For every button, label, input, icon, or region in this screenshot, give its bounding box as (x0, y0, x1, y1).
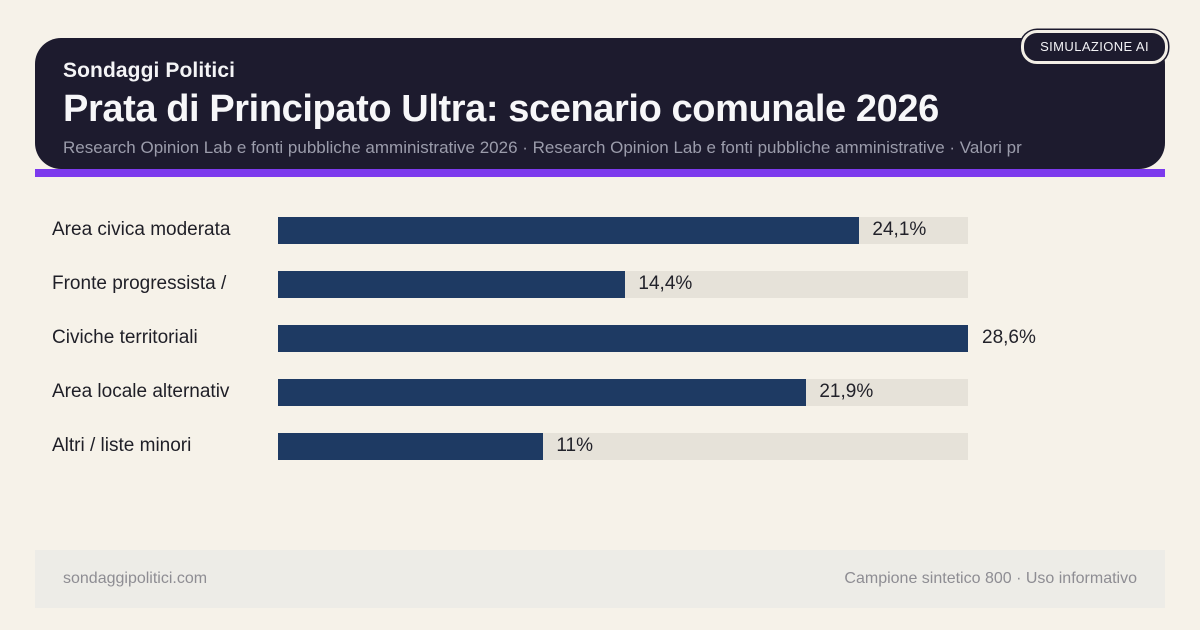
bar-track: 14,4% (278, 270, 968, 298)
bar-chart: Area civica moderata 24,1% Fronte progress… (52, 203, 1162, 473)
chart-row: Fronte progressista / 14,4% (52, 257, 1162, 311)
chart-row: Altri / liste minori 11% (52, 419, 1162, 473)
header: Sondaggi Politici Prata di Principato Ul… (35, 38, 1165, 169)
bar-value: 28,6% (982, 327, 1036, 348)
chart-row: Area locale alternativ 21,9% (52, 365, 1162, 419)
bar-value: 11% (556, 435, 593, 456)
bar-fill (278, 432, 544, 460)
bar-label: Area locale alternativ (52, 381, 230, 402)
bar-label: Fronte progressista / (52, 273, 227, 294)
bar-fill (278, 216, 860, 244)
bar-track: 24,1% (278, 216, 968, 244)
footer: sondaggipolitici.com Campione sintetico … (35, 550, 1165, 608)
page-title: Prata di Principato Ultra: scenario comu… (63, 88, 939, 130)
bar-label: Area civica moderata (52, 219, 231, 240)
footer-note: Campione sintetico 800 · Uso informativo (844, 570, 1137, 587)
accent-divider (35, 169, 1165, 177)
simulation-badge: SIMULAZIONE AI (1021, 30, 1168, 64)
bar-value: 24,1% (872, 219, 927, 240)
subtitle: Research Opinion Lab e fonti pubbliche a… (63, 138, 1022, 157)
bar-fill (278, 378, 807, 406)
bar-value: 21,9% (819, 381, 874, 402)
chart-row: Area civica moderata 24,1% (52, 203, 1162, 257)
footer-domain: sondaggipolitici.com (63, 570, 208, 587)
bar-value: 14,4% (638, 273, 693, 294)
bar-fill (278, 270, 626, 298)
bar-track: 21,9% (278, 378, 968, 406)
bar-label: Civiche territoriali (52, 327, 198, 348)
bar-label: Altri / liste minori (52, 435, 192, 456)
chart-row: Civiche territoriali 28,6% (52, 311, 1162, 365)
bar-track (278, 324, 968, 352)
site-name: Sondaggi Politici (63, 59, 236, 82)
bar-track: 11% (278, 432, 968, 460)
bar-fill (278, 324, 968, 352)
